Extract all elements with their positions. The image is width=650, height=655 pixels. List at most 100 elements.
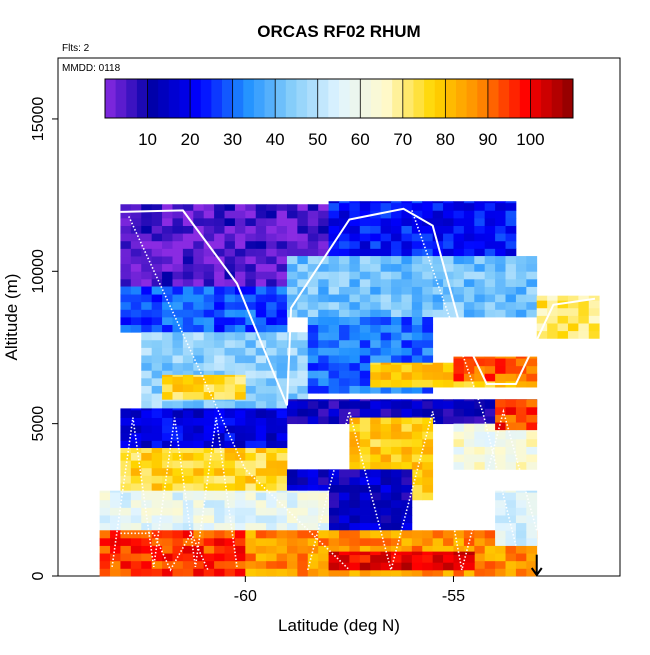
heatmap-cell xyxy=(182,483,194,492)
heatmap-cell xyxy=(370,545,382,554)
heatmap-cell xyxy=(120,425,132,434)
heatmap-cell xyxy=(203,362,215,371)
heatmap-cell xyxy=(151,475,163,484)
heatmap-cell xyxy=(255,309,267,318)
colorbar-frame xyxy=(104,78,574,119)
heatmap-cell xyxy=(515,406,527,415)
heatmap-cell xyxy=(318,240,329,249)
heatmap-cell xyxy=(151,560,163,569)
heatmap-cell xyxy=(245,301,257,310)
heatmap-cell xyxy=(307,484,319,493)
heatmap-cell xyxy=(495,256,506,265)
heatmap-cell xyxy=(286,210,298,219)
heatmap-cell xyxy=(203,332,215,341)
heatmap-cell xyxy=(411,362,423,365)
heatmap-cell xyxy=(453,248,465,257)
heatmap-cell xyxy=(266,499,277,508)
heatmap-cell xyxy=(547,330,558,339)
heatmap-cell xyxy=(162,210,173,219)
heatmap-cell xyxy=(463,431,475,440)
heatmap-cell xyxy=(130,248,142,257)
heatmap-cell xyxy=(411,371,423,380)
heatmap-cell xyxy=(266,408,277,411)
heatmap-cell xyxy=(401,507,413,516)
heatmap-cell xyxy=(339,370,350,379)
heatmap-cell xyxy=(422,301,434,310)
heatmap-cell xyxy=(234,440,246,449)
x-tick-label: -55 xyxy=(442,588,465,605)
heatmap-cell xyxy=(370,339,382,348)
heatmap-cell xyxy=(453,278,465,287)
heatmap-cell xyxy=(193,432,205,441)
heatmap-cell xyxy=(203,376,215,385)
heatmap-cell xyxy=(318,294,329,303)
heatmap-cell xyxy=(110,560,121,569)
heatmap-cell xyxy=(162,400,173,409)
heatmap-cell xyxy=(172,217,184,226)
heatmap-cell xyxy=(411,278,423,287)
heatmap-cell xyxy=(328,225,340,234)
heatmap-cell xyxy=(380,301,392,310)
heatmap-cell xyxy=(266,339,277,348)
heatmap-cell xyxy=(203,391,215,400)
heatmap-cell xyxy=(391,379,402,388)
heatmap-cell xyxy=(443,371,454,380)
heatmap-cell xyxy=(422,202,434,211)
heatmap-cell xyxy=(245,271,257,280)
heatmap-cell xyxy=(422,537,434,546)
heatmap-cell xyxy=(203,204,215,211)
heatmap-cell xyxy=(401,233,413,242)
heatmap-cell xyxy=(463,248,475,257)
heatmap-cell xyxy=(474,446,486,455)
heatmap-cell xyxy=(307,469,319,478)
heatmap-cell xyxy=(224,507,236,516)
heatmap-cell xyxy=(380,217,392,226)
heatmap-cell xyxy=(484,263,496,272)
heatmap-cell xyxy=(172,440,184,449)
heatmap-cell xyxy=(411,469,423,478)
heatmap-cell xyxy=(276,217,288,226)
heatmap-cell xyxy=(151,553,163,562)
heatmap-cell xyxy=(505,431,517,440)
heatmap-cell xyxy=(182,362,194,371)
heatmap-cell xyxy=(193,317,205,326)
marker-arrow-head xyxy=(530,567,543,577)
heatmap-cell xyxy=(526,499,538,508)
colorbar-swatch xyxy=(477,79,489,118)
heatmap-cell xyxy=(505,568,517,577)
heatmap-cell xyxy=(266,537,277,546)
heatmap-cell xyxy=(422,364,434,373)
heatmap-cell xyxy=(255,385,267,394)
heatmap-cell xyxy=(266,370,277,379)
heatmap-cell xyxy=(162,432,173,441)
heatmap-cell xyxy=(182,240,194,249)
heatmap-cell xyxy=(141,248,153,257)
heatmap-cell xyxy=(380,233,392,242)
heatmap-cell xyxy=(99,522,111,531)
heatmap-cell xyxy=(162,391,173,400)
heatmap-cell xyxy=(463,202,475,211)
heatmap-cell xyxy=(359,324,371,333)
heatmap-cell xyxy=(474,217,486,226)
heatmap-cell xyxy=(443,399,454,402)
heatmap-cell xyxy=(411,385,423,394)
heatmap-cell xyxy=(453,416,465,425)
heatmap-cell xyxy=(349,202,361,211)
heatmap-cell xyxy=(286,204,298,211)
heatmap-cell xyxy=(286,553,298,562)
heatmap-cell xyxy=(359,263,371,272)
heatmap-cell xyxy=(411,446,423,455)
heatmap-cell xyxy=(130,448,142,453)
heatmap-cell xyxy=(515,271,527,280)
heatmap-cell xyxy=(99,515,111,524)
heatmap-cell xyxy=(401,347,413,356)
heatmap-cell xyxy=(130,317,142,326)
heatmap-cell xyxy=(234,560,246,569)
heatmap-cell xyxy=(495,545,506,554)
heatmap-cell xyxy=(266,355,277,364)
heatmap-cell xyxy=(286,217,298,226)
heatmap-cell xyxy=(130,278,142,287)
heatmap-cell xyxy=(151,499,163,508)
heatmap-cell xyxy=(328,568,340,577)
heatmap-cell xyxy=(245,545,257,554)
